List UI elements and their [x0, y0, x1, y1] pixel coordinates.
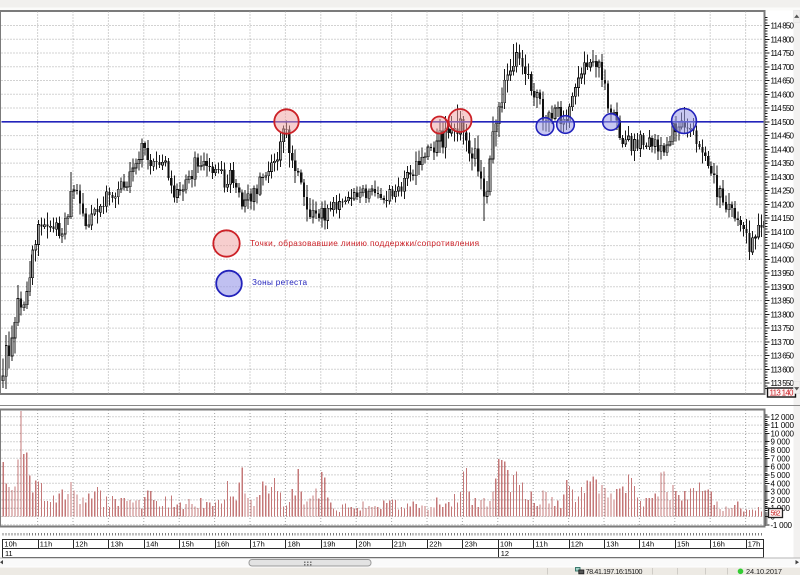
- svg-text:15h: 15h: [677, 539, 690, 548]
- svg-text:24.10.2017: 24.10.2017: [746, 567, 782, 575]
- svg-text:23h: 23h: [465, 539, 478, 548]
- svg-text:3 000: 3 000: [771, 488, 791, 497]
- svg-text:21h: 21h: [394, 539, 407, 548]
- svg-text:13h: 13h: [111, 539, 124, 548]
- svg-text:114 600: 114 600: [771, 90, 795, 99]
- svg-text:13h: 13h: [606, 539, 619, 548]
- svg-text:20h: 20h: [358, 539, 371, 548]
- svg-text:-1 000: -1 000: [771, 521, 793, 530]
- svg-text:7 000: 7 000: [771, 454, 791, 463]
- svg-text:12h: 12h: [75, 539, 88, 548]
- svg-text:11: 11: [5, 549, 13, 558]
- svg-text:6 000: 6 000: [771, 463, 791, 472]
- svg-text:9 000: 9 000: [771, 438, 791, 447]
- svg-text:114 500: 114 500: [771, 118, 795, 127]
- svg-text:11h: 11h: [535, 539, 548, 548]
- svg-text:11 000: 11 000: [771, 421, 795, 430]
- svg-text:113 140: 113 140: [770, 389, 795, 398]
- svg-text:10h: 10h: [500, 539, 513, 548]
- svg-text:113 950: 113 950: [771, 269, 795, 278]
- svg-text:12 000: 12 000: [771, 413, 795, 422]
- svg-text:114 150: 114 150: [771, 214, 795, 223]
- svg-text:114 800: 114 800: [771, 35, 795, 44]
- svg-text:114 650: 114 650: [771, 77, 795, 86]
- svg-text:Зоны ретеста: Зоны ретеста: [252, 278, 307, 287]
- svg-text:113 850: 113 850: [771, 297, 795, 306]
- svg-text:2 000: 2 000: [771, 496, 791, 505]
- svg-text:16h: 16h: [712, 539, 725, 548]
- svg-text:114 450: 114 450: [771, 132, 795, 141]
- svg-text:12h: 12h: [571, 539, 584, 548]
- svg-text:Точки, образовавшие линию подд: Точки, образовавшие линию поддержки/сопр…: [250, 239, 479, 248]
- svg-text:15h: 15h: [181, 539, 194, 548]
- svg-text:22h: 22h: [429, 539, 442, 548]
- svg-text:10 000: 10 000: [771, 429, 795, 438]
- svg-text:19h: 19h: [323, 539, 336, 548]
- svg-text:114 400: 114 400: [771, 145, 795, 154]
- svg-text:78.41.197.16:15100: 78.41.197.16:15100: [586, 567, 643, 575]
- svg-text:114 050: 114 050: [771, 242, 795, 251]
- svg-text:14h: 14h: [146, 539, 159, 548]
- svg-text:12: 12: [501, 549, 509, 558]
- svg-text:113 750: 113 750: [771, 324, 795, 333]
- svg-text:113 800: 113 800: [771, 310, 795, 319]
- svg-text:17h: 17h: [748, 539, 761, 548]
- svg-text:113 900: 113 900: [771, 283, 795, 292]
- svg-text:18h: 18h: [288, 539, 301, 548]
- svg-text:5 000: 5 000: [771, 471, 791, 480]
- svg-text:4 000: 4 000: [771, 479, 791, 488]
- svg-text:114 100: 114 100: [771, 228, 795, 237]
- svg-text:114 250: 114 250: [771, 187, 795, 196]
- svg-text:114 700: 114 700: [771, 63, 795, 72]
- svg-text:113 700: 113 700: [771, 338, 795, 347]
- svg-text:113 650: 113 650: [771, 352, 795, 361]
- svg-text:17h: 17h: [252, 539, 265, 548]
- svg-text:114 850: 114 850: [771, 22, 795, 31]
- svg-text:11h: 11h: [40, 539, 53, 548]
- svg-text:114 350: 114 350: [771, 159, 795, 168]
- svg-text:113 600: 113 600: [771, 365, 795, 374]
- svg-text:8 000: 8 000: [771, 446, 791, 455]
- svg-text:16h: 16h: [217, 539, 230, 548]
- svg-text:14h: 14h: [642, 539, 655, 548]
- svg-text:114 750: 114 750: [771, 49, 795, 58]
- svg-text:114 300: 114 300: [771, 173, 795, 182]
- svg-text:562: 562: [771, 508, 781, 517]
- svg-text:114 550: 114 550: [771, 104, 795, 113]
- svg-text:114 000: 114 000: [771, 255, 795, 264]
- svg-text:113 550: 113 550: [771, 379, 795, 388]
- svg-text:10h: 10h: [4, 539, 17, 548]
- svg-text:114 200: 114 200: [771, 200, 795, 209]
